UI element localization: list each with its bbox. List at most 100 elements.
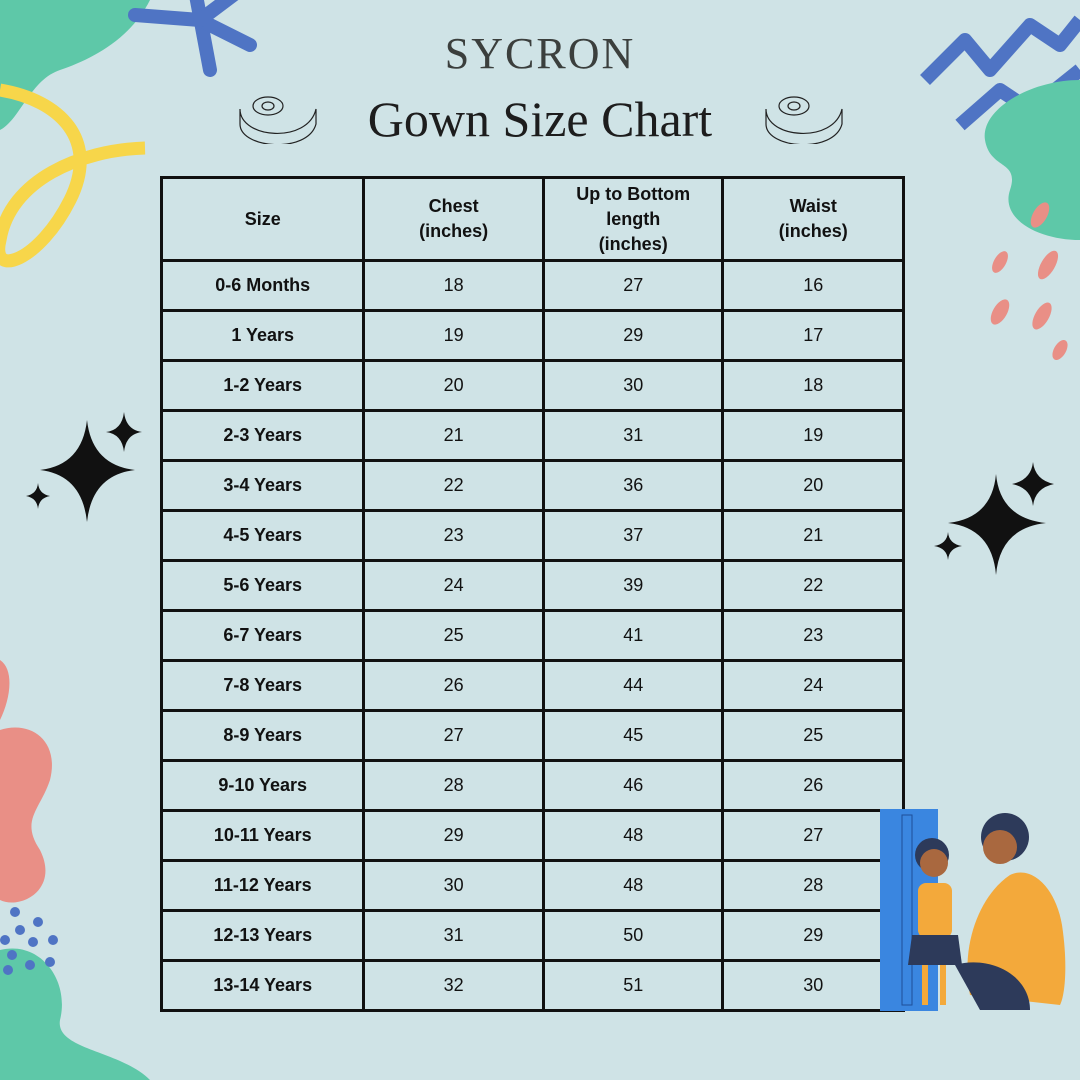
cell-chest: 22 — [362, 459, 545, 512]
cell-size: 12-13 Years — [159, 909, 366, 962]
cell-waist: 24 — [721, 659, 905, 712]
table-row: 8-9 Years 27 45 25 — [159, 709, 905, 762]
cell-waist: 23 — [721, 609, 905, 662]
cell-size: 10-11 Years — [159, 809, 366, 862]
cell-length: 30 — [541, 359, 725, 412]
table-row: 9-10 Years 28 46 26 — [159, 759, 905, 812]
header-line: Size — [244, 208, 281, 229]
cell-chest: 18 — [362, 259, 545, 312]
cell-chest: 25 — [362, 609, 545, 662]
cell-size: 6-7 Years — [159, 609, 366, 662]
column-header-waist: Waist (inches) — [721, 176, 905, 262]
cell-chest: 31 — [362, 909, 545, 962]
cell-waist: 27 — [721, 809, 905, 862]
cell-chest: 30 — [362, 859, 545, 912]
column-header-size: Size — [159, 176, 366, 262]
cell-size: 8-9 Years — [159, 709, 366, 762]
header-line: Chest — [428, 196, 479, 216]
brand-logo: SYCRON — [444, 29, 636, 78]
column-header-length: Up to Bottom length (inches) — [541, 176, 725, 262]
cell-size: 13-14 Years — [159, 959, 366, 1012]
cell-chest: 24 — [362, 559, 545, 612]
header-line: (inches) — [778, 221, 848, 241]
cell-size: 11-12 Years — [159, 859, 366, 912]
cell-waist: 21 — [721, 509, 905, 562]
table-row: 6-7 Years 25 41 23 — [159, 609, 905, 662]
table-row: 1 Years 19 29 17 — [159, 309, 905, 362]
cell-chest: 19 — [362, 309, 545, 362]
table-row: 10-11 Years 29 48 27 — [159, 809, 905, 862]
size-chart-table: Size Chest (inches) Up to Bottom length (inch… — [159, 176, 905, 1012]
sparkle-icon — [26, 412, 1054, 575]
cell-chest: 28 — [362, 759, 545, 812]
cell-waist: 22 — [721, 559, 905, 612]
table-row: 7-8 Years 26 44 24 — [159, 659, 905, 712]
cell-waist: 17 — [721, 309, 905, 362]
cell-size: 0-6 Months — [159, 259, 366, 312]
cell-size: 3-4 Years — [159, 459, 366, 512]
cell-chest: 21 — [362, 409, 545, 462]
measuring-tape-icon — [239, 96, 317, 144]
cell-size: 1 Years — [159, 309, 366, 362]
teal-blob-top-left — [0, 0, 150, 130]
cell-length: 46 — [541, 759, 725, 812]
cell-length: 51 — [541, 959, 725, 1012]
cell-length: 50 — [541, 909, 725, 962]
cell-length: 31 — [541, 409, 725, 462]
cell-chest: 27 — [362, 709, 545, 762]
cell-chest: 26 — [362, 659, 545, 712]
cell-size: 1-2 Years — [159, 359, 366, 412]
measuring-tape-icon — [765, 96, 843, 144]
cell-waist: 20 — [721, 459, 905, 512]
table-row: 2-3 Years 21 31 19 — [159, 409, 905, 462]
cell-size: 9-10 Years — [159, 759, 366, 812]
table-row: 1-2 Years 20 30 18 — [159, 359, 905, 412]
table-row: 3-4 Years 22 36 20 — [159, 459, 905, 512]
cell-length: 48 — [541, 859, 725, 912]
cell-length: 37 — [541, 509, 725, 562]
cell-size: 2-3 Years — [159, 409, 366, 462]
blue-dots — [0, 907, 58, 975]
table-row: 0-6 Months 18 27 16 — [159, 259, 905, 312]
table-row: 12-13 Years 31 50 29 — [159, 909, 905, 962]
cell-length: 39 — [541, 559, 725, 612]
coral-blob-left — [0, 660, 52, 903]
header-line: Up to Bottom — [576, 183, 691, 204]
header-line: (inches) — [419, 221, 489, 241]
table-row: 4-5 Years 23 37 21 — [159, 509, 905, 562]
cell-waist: 18 — [721, 359, 905, 412]
header-line: Waist — [789, 196, 837, 216]
cell-waist: 16 — [721, 259, 905, 312]
cell-waist: 30 — [721, 959, 905, 1012]
cell-length: 29 — [541, 309, 725, 362]
cell-chest: 32 — [362, 959, 545, 1012]
cell-waist: 29 — [721, 909, 905, 962]
cell-chest: 20 — [362, 359, 545, 412]
cell-size: 4-5 Years — [159, 509, 366, 562]
yellow-loop — [0, 83, 146, 268]
header-line: (inches) — [598, 233, 668, 254]
page-title: Gown Size Chart — [367, 91, 713, 147]
column-header-chest: Chest (inches) — [362, 176, 545, 262]
cell-length: 45 — [541, 709, 725, 762]
cell-length: 41 — [541, 609, 725, 662]
cell-size: 5-6 Years — [159, 559, 366, 612]
cell-waist: 28 — [721, 859, 905, 912]
teal-blob-right — [984, 80, 1080, 240]
table-row: 13-14 Years 32 51 30 — [159, 959, 905, 1012]
table-row: 11-12 Years 30 48 28 — [159, 859, 905, 912]
cell-size: 7-8 Years — [159, 659, 366, 712]
cell-waist: 19 — [721, 409, 905, 462]
table-row: 5-6 Years 24 39 22 — [159, 559, 905, 612]
cell-length: 36 — [541, 459, 725, 512]
blue-starburst — [128, 0, 257, 77]
cell-length: 44 — [541, 659, 725, 712]
cell-length: 27 — [541, 259, 725, 312]
cell-chest: 29 — [362, 809, 545, 862]
child-measurement-illustration — [880, 809, 1066, 1011]
cell-chest: 23 — [362, 509, 545, 562]
header-line: length — [606, 208, 661, 229]
cell-waist: 26 — [721, 759, 905, 812]
cell-length: 48 — [541, 809, 725, 862]
